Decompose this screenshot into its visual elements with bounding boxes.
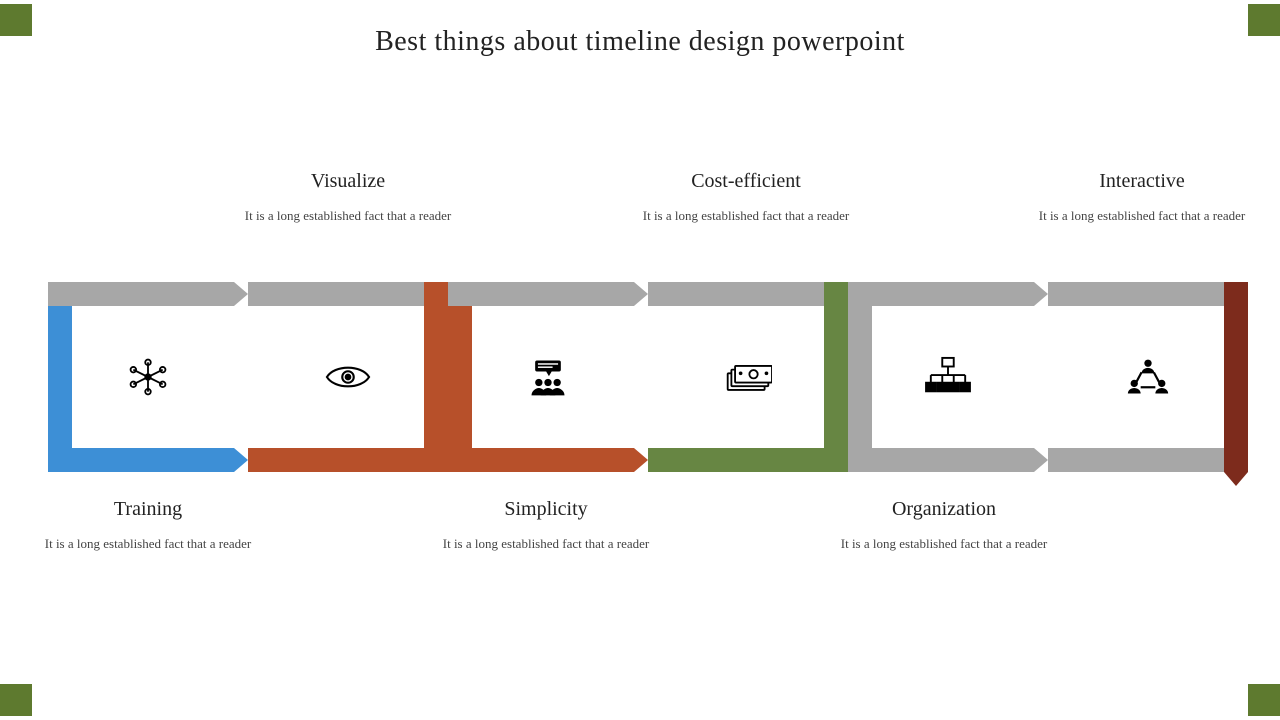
text-visualize: Visualize It is a long established fact … xyxy=(238,170,458,226)
step4-bot-band xyxy=(648,448,834,472)
step2-top-band xyxy=(248,282,434,306)
text-simplicity: Simplicity It is a long established fact… xyxy=(436,498,656,554)
label-interactive: Interactive xyxy=(1032,170,1252,193)
step3-bot-band xyxy=(448,448,634,472)
step1-top-band xyxy=(48,282,234,306)
step-organization-box xyxy=(882,311,1014,443)
step1-bot-band xyxy=(48,448,234,472)
step1-bot-arrow xyxy=(234,448,248,472)
step2-bot-band xyxy=(248,448,434,472)
step2-right-bar xyxy=(424,282,448,472)
step6-right-bar xyxy=(1224,282,1248,472)
step3-top-band xyxy=(448,282,634,306)
step5-left-bar xyxy=(848,282,872,448)
step-visualize-box xyxy=(282,311,414,443)
body-visualize: It is a long established fact that a rea… xyxy=(238,207,458,226)
label-visualize: Visualize xyxy=(238,170,458,193)
step-interactive-box xyxy=(1082,311,1214,443)
body-organization: It is a long established fact that a rea… xyxy=(834,535,1054,554)
step5-top-band xyxy=(848,282,1034,306)
step6-bot-band xyxy=(1048,448,1224,472)
eye-icon xyxy=(325,362,371,392)
corner-br xyxy=(1248,684,1280,716)
step6-top-band xyxy=(1048,282,1234,306)
network-icon xyxy=(126,355,170,399)
step-simplicity-box xyxy=(482,311,614,443)
connect-icon xyxy=(1126,355,1170,399)
text-cost: Cost-efficient It is a long established … xyxy=(636,170,856,226)
text-organization: Organization It is a long established fa… xyxy=(834,498,1054,554)
step2-bot-arrow xyxy=(434,448,448,472)
corner-bl xyxy=(0,684,32,716)
step5-bot-arrow xyxy=(1034,448,1048,472)
body-simplicity: It is a long established fact that a rea… xyxy=(436,535,656,554)
step1-top-arrow xyxy=(234,282,248,306)
money-icon xyxy=(724,359,772,395)
step3-bot-arrow xyxy=(634,448,648,472)
label-simplicity: Simplicity xyxy=(436,498,656,521)
text-training: Training It is a long established fact t… xyxy=(38,498,258,554)
step5-bot-band xyxy=(848,448,1034,472)
step4-right-bar xyxy=(824,282,848,472)
label-organization: Organization xyxy=(834,498,1054,521)
step3-top-arrow xyxy=(634,282,648,306)
label-training: Training xyxy=(38,498,258,521)
step5-top-arrow xyxy=(1034,282,1048,306)
step4-top-band xyxy=(648,282,834,306)
org-icon xyxy=(925,356,971,398)
body-training: It is a long established fact that a rea… xyxy=(38,535,258,554)
page-title: Best things about timeline design powerp… xyxy=(0,26,1280,58)
step3-left-bar xyxy=(448,282,472,448)
body-cost: It is a long established fact that a rea… xyxy=(636,207,856,226)
people-icon xyxy=(526,355,570,399)
body-interactive: It is a long established fact that a rea… xyxy=(1032,207,1252,226)
step-training-box xyxy=(82,311,214,443)
step6-down-arrow xyxy=(1224,472,1248,486)
step-cost-box xyxy=(682,311,814,443)
label-cost: Cost-efficient xyxy=(636,170,856,193)
timeline-stage xyxy=(48,282,1248,472)
text-interactive: Interactive It is a long established fac… xyxy=(1032,170,1252,226)
step4-bot-arrow xyxy=(834,448,848,472)
step1-left-bar xyxy=(48,282,72,448)
